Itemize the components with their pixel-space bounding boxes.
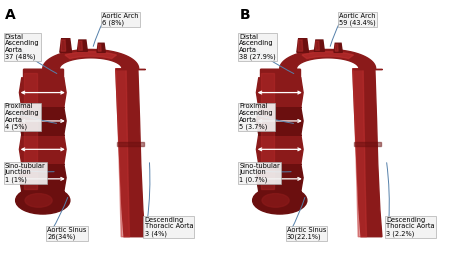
Polygon shape [256, 164, 303, 191]
Ellipse shape [262, 194, 289, 207]
Text: A: A [5, 8, 16, 22]
Polygon shape [297, 39, 309, 52]
Polygon shape [116, 69, 145, 237]
Polygon shape [24, 73, 37, 189]
Polygon shape [256, 135, 303, 164]
Ellipse shape [25, 194, 52, 207]
Polygon shape [256, 107, 303, 135]
Text: Aortic Sinus
26(34%): Aortic Sinus 26(34%) [47, 227, 87, 240]
Polygon shape [316, 41, 319, 50]
Polygon shape [260, 69, 300, 194]
Ellipse shape [253, 187, 307, 214]
Text: B: B [239, 8, 250, 22]
Polygon shape [353, 69, 366, 237]
Polygon shape [302, 52, 354, 59]
Polygon shape [256, 78, 303, 107]
Text: Sino-tubular
Junction
1 (0.7%): Sino-tubular Junction 1 (0.7%) [239, 163, 280, 183]
Ellipse shape [16, 187, 70, 214]
Text: Distal
Ascending
Aorta
37 (48%): Distal Ascending Aorta 37 (48%) [5, 34, 39, 60]
Polygon shape [19, 107, 66, 135]
Polygon shape [61, 40, 66, 51]
Polygon shape [79, 41, 82, 50]
Text: Aortic Arch
59 (43.4%): Aortic Arch 59 (43.4%) [339, 13, 376, 26]
Text: Distal
Ascending
Aorta
38 (27.9%): Distal Ascending Aorta 38 (27.9%) [239, 34, 276, 60]
Polygon shape [65, 52, 117, 59]
Polygon shape [60, 39, 72, 52]
Polygon shape [261, 73, 274, 189]
Polygon shape [19, 164, 66, 191]
Polygon shape [334, 43, 342, 52]
Polygon shape [19, 135, 66, 164]
Polygon shape [98, 44, 101, 51]
Polygon shape [117, 142, 144, 146]
Text: Proximal
Ascending
Aorta
5 (3.7%): Proximal Ascending Aorta 5 (3.7%) [239, 103, 274, 130]
Polygon shape [97, 43, 105, 52]
Polygon shape [335, 44, 338, 51]
Polygon shape [298, 40, 303, 51]
Polygon shape [353, 69, 382, 237]
Polygon shape [19, 78, 66, 107]
Polygon shape [43, 50, 139, 69]
Text: Descending
Thoracic Aorta
3 (2.2%): Descending Thoracic Aorta 3 (2.2%) [386, 217, 435, 237]
Polygon shape [116, 69, 129, 237]
Polygon shape [314, 40, 324, 51]
Polygon shape [280, 50, 376, 69]
Polygon shape [23, 69, 63, 194]
Text: Aortic Sinus
30(22.1%): Aortic Sinus 30(22.1%) [287, 227, 326, 240]
Text: Aortic Arch
6 (8%): Aortic Arch 6 (8%) [102, 13, 138, 26]
Polygon shape [354, 142, 381, 146]
Text: Proximal
Ascending
Aorta
4 (5%): Proximal Ascending Aorta 4 (5%) [5, 103, 39, 130]
Text: Sino-tubular
Junction
1 (1%): Sino-tubular Junction 1 (1%) [5, 163, 46, 183]
Polygon shape [77, 40, 87, 51]
Text: Descending
Thoracic Aorta
3 (4%): Descending Thoracic Aorta 3 (4%) [145, 217, 193, 237]
